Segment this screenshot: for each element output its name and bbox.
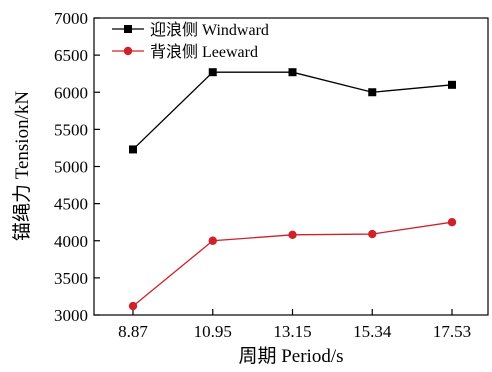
- y-tick-label: 5000: [54, 158, 88, 177]
- legend-label: 迎浪侧 Windward: [150, 21, 269, 39]
- data-point: [129, 145, 137, 154]
- data-point: [128, 301, 138, 311]
- data-point: [368, 229, 377, 239]
- data-point: [448, 80, 456, 89]
- x-tick-label: 8.87: [118, 322, 148, 341]
- x-axis: 8.87 10.95 13.15 15.34 17.53: [118, 309, 471, 341]
- y-axis: 3000 3500 4000 4500 5000 5500 6000 6500 7000: [54, 9, 100, 325]
- data-point: [368, 88, 377, 97]
- y-tick-label: 3500: [54, 269, 88, 288]
- y-tick-label: 6500: [54, 46, 88, 65]
- data-point: [208, 68, 217, 77]
- y-tick-label: 4500: [54, 195, 88, 214]
- legend-marker: [123, 46, 133, 56]
- legend: 迎浪侧 Windward 背浪侧 Leeward: [112, 21, 269, 61]
- x-tick-label: 15.34: [353, 322, 392, 341]
- y-tick-label: 3000: [54, 306, 88, 325]
- data-point: [288, 68, 297, 77]
- series-line-0: [132, 71, 453, 150]
- x-tick-label: 10.95: [194, 322, 232, 341]
- y-tick-label: 4000: [54, 232, 88, 251]
- y-tick-label: 7000: [54, 9, 88, 28]
- x-axis-title: 周期 Period/s: [238, 345, 343, 367]
- y-axis-title: 锚绳力 Tension/kN: [11, 91, 33, 241]
- legend-marker: [124, 25, 132, 33]
- data-point: [208, 236, 217, 245]
- series-layer: [128, 68, 457, 311]
- data-point: [447, 217, 457, 227]
- plot-frame: [93, 17, 489, 316]
- x-tick-label: 13.15: [273, 322, 311, 341]
- legend-label: 背浪侧 Leeward: [150, 43, 258, 61]
- x-tick-label: 17.53: [433, 322, 471, 341]
- y-tick-label: 6000: [54, 83, 88, 102]
- data-point: [288, 230, 297, 240]
- y-tick-label: 5500: [54, 120, 88, 139]
